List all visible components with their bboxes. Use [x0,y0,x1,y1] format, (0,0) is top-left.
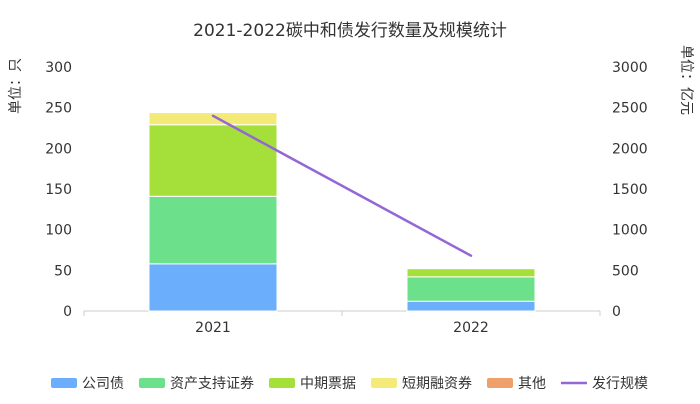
y-left-axis-label: 单位：只 [8,58,24,114]
legend: 公司债 资产支持证券 中期票据 短期融资券 其他 发行规模 [51,376,648,392]
bar-segment [406,276,536,302]
y-right-tick-label: 500 [612,263,639,279]
axes: 2021 202205010015020025030005001000150020… [45,60,647,336]
bar-segment [148,195,278,265]
y-right-tick-label: 0 [612,304,621,320]
y-left-tick-label: 250 [45,101,72,117]
bar-segment [148,112,278,126]
y-left-tick-label: 100 [45,223,72,239]
legend-swatch [487,378,513,388]
chart-title: 2021-2022碳中和债发行数量及规模统计 [193,21,507,41]
bar-segment [148,263,278,312]
legend-label: 短期融资券 [402,376,472,392]
y-right-tick-label: 1000 [612,223,648,239]
legend-label: 中期票据 [300,376,356,392]
y-right-tick-label: 1500 [612,182,648,198]
legend-label: 其他 [518,376,546,392]
x-tick-label: 2022 [453,320,489,336]
bar-segment [406,300,536,312]
y-left-tick-label: 200 [45,141,72,157]
y-right-tick-label: 2000 [612,141,648,157]
y-left-tick-label: 50 [54,263,72,279]
bar-segment [406,268,536,278]
legend-swatch [371,378,397,388]
y-right-axis-label: 单位：亿元 [678,45,694,115]
bar-segment [148,124,278,197]
legend-label: 资产支持证券 [170,376,254,392]
y-right-tick-label: 3000 [612,60,648,76]
series-line [211,114,473,257]
y-left-tick-label: 0 [63,304,72,320]
legend-swatch [51,378,77,388]
y-left-tick-label: 150 [45,182,72,198]
legend-label: 发行规模 [592,376,648,392]
legend-swatch [139,378,165,388]
legend-swatch [269,378,295,388]
bars [148,112,536,312]
y-right-tick-label: 2500 [612,101,648,117]
x-tick-label: 2021 [195,320,231,336]
lines [211,114,473,257]
y-left-tick-label: 300 [45,60,72,76]
legend-label: 公司债 [82,376,124,392]
